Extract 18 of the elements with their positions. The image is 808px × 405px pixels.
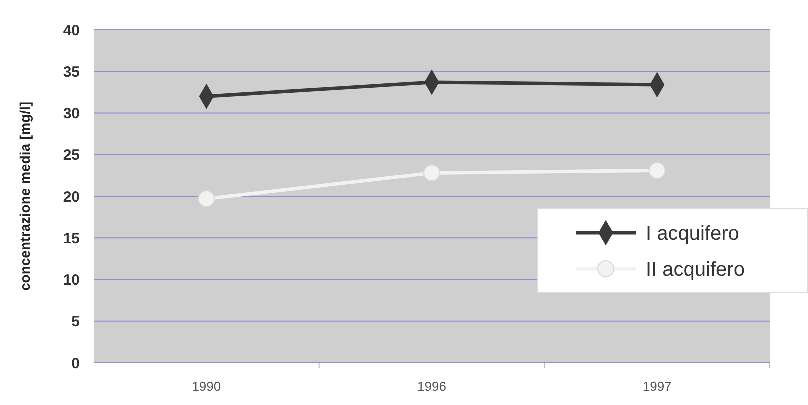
legend-label: II acquifero	[646, 259, 745, 281]
y-tick-label: 25	[63, 147, 80, 164]
y-tick-label: 20	[63, 188, 80, 206]
point	[424, 164, 440, 182]
y-axis-title: concentrazione media [mg/l]	[17, 102, 33, 292]
x-tick-label: 1997	[642, 379, 672, 394]
y-tick-label: 35	[63, 64, 80, 81]
x-tick-label: 1996	[418, 379, 446, 394]
y-tick-label: 5	[72, 314, 80, 331]
legend-label: I acquifero	[646, 223, 740, 245]
y-tick-label: 15	[63, 230, 80, 248]
x-tick-label: 1990	[192, 379, 222, 394]
point	[648, 162, 666, 180]
point	[198, 190, 216, 208]
y-tick-label: 40	[63, 22, 80, 40]
y-tick-label: 0	[72, 355, 80, 372]
y-tick-label: 30	[63, 106, 80, 122]
y-tick-label: 10	[63, 272, 80, 289]
